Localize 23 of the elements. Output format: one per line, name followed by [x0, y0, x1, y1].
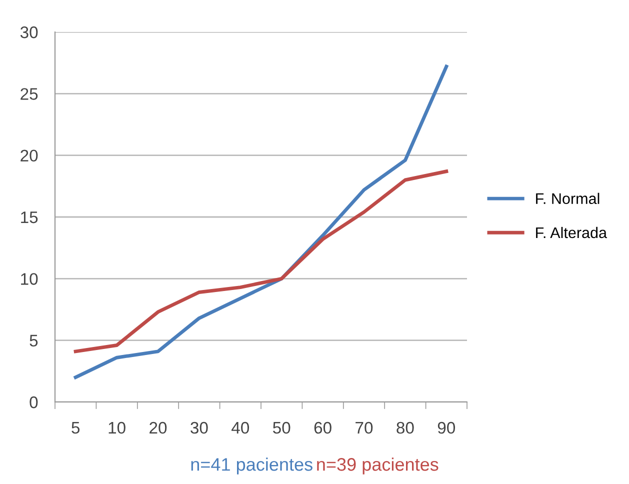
- x-tick-label: 20: [150, 422, 167, 434]
- legend-label: F. Alterada: [536, 226, 608, 238]
- y-tick-label: 30: [20, 26, 38, 38]
- x-tick-label: 70: [356, 422, 373, 434]
- text: n=39 pacientes: [317, 458, 438, 474]
- y-tick-label: 5: [30, 334, 38, 347]
- x-tick-label: 60: [314, 422, 332, 434]
- x-tick-label: 30: [190, 422, 208, 434]
- y-tick-label: 10: [21, 273, 38, 285]
- y-tick-label: 15: [21, 212, 38, 224]
- text: n=41 pacientes: [191, 458, 312, 474]
- y-tick-label: 20: [20, 150, 38, 162]
- x-tick-label: 50: [273, 422, 290, 434]
- x-tick-label: 10: [108, 422, 126, 434]
- y-tick-label: 0: [30, 396, 38, 408]
- legend-label: F. Normal: [536, 192, 600, 204]
- x-tick-label: 80: [396, 422, 414, 434]
- y-tick-label: 25: [20, 88, 38, 100]
- line-series: [74, 64, 448, 380]
- x-tick-label: 5: [72, 422, 80, 434]
- x-tick-label: 40: [232, 422, 250, 434]
- line-series: [74, 170, 448, 354]
- x-tick-label: 90: [438, 422, 456, 434]
